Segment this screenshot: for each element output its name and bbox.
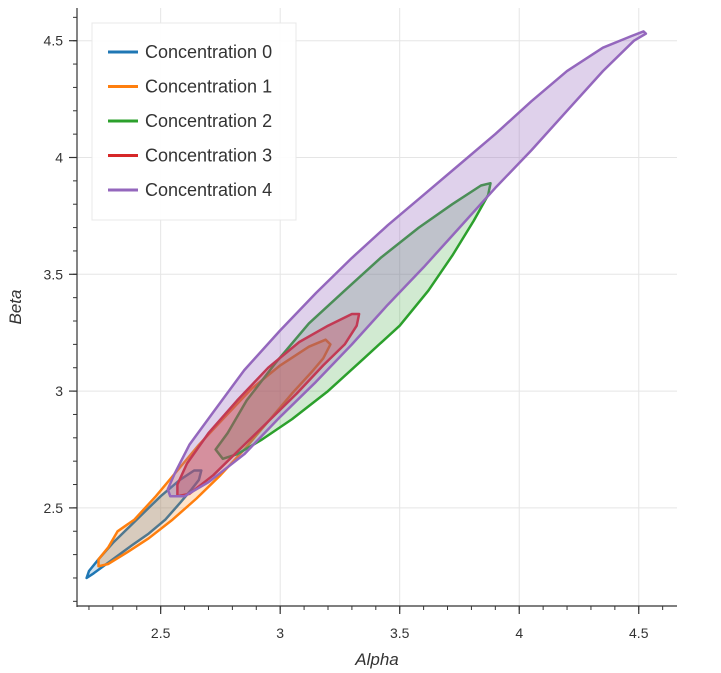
- x-axis-label: Alpha: [354, 650, 398, 669]
- legend-label: Concentration 0: [145, 42, 272, 62]
- legend-label: Concentration 1: [145, 77, 272, 97]
- y-tick-label: 3.5: [44, 266, 64, 282]
- y-tick-label: 3: [55, 383, 63, 399]
- contour-series-2: [214, 181, 492, 461]
- x-tick-label: 4: [515, 625, 523, 641]
- contour-series-1: [97, 338, 332, 568]
- legend-label: Concentration 4: [145, 180, 272, 200]
- legend: Concentration 0 Concentration 1 Concentrat…: [91, 22, 297, 221]
- contour-areas: [85, 30, 648, 580]
- x-tick-label: 4.5: [629, 625, 649, 641]
- y-axis-label: Beta: [6, 290, 25, 325]
- legend-label: Concentration 3: [145, 146, 272, 166]
- y-tick-label: 4: [55, 150, 63, 166]
- legend-label: Concentration 2: [145, 111, 272, 131]
- x-tick-label: 3.5: [390, 625, 410, 641]
- x-tick-label: 3: [276, 625, 284, 641]
- y-tick-label: 4.5: [44, 33, 64, 49]
- y-tick-label: 2.5: [44, 500, 64, 516]
- contour-series-4: [166, 30, 648, 498]
- contour-series-3: [176, 312, 361, 498]
- axes: 2.5 3 3.5 4 4.5 2.5 3 3.5 4 4.5: [44, 8, 677, 641]
- x-tick-label: 2.5: [151, 625, 171, 641]
